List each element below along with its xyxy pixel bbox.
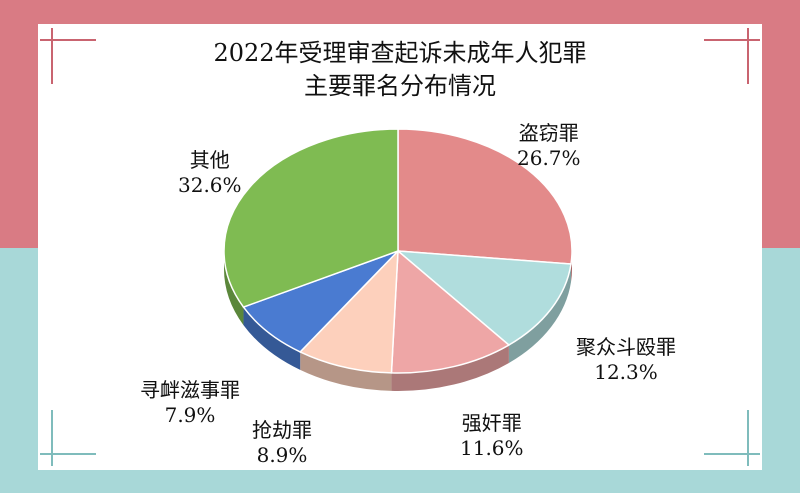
pie-slice-robbery [298,249,399,374]
slice-label-name: 强奸罪 [461,411,522,435]
slice-label-name: 聚众斗殴罪 [576,335,676,359]
slice-label-value: 7.9% [164,403,216,427]
slice-label-theft: 盗窃罪 26.7% [517,121,581,171]
slice-label-name: 盗窃罪 [518,121,579,145]
pie-side-other [224,251,244,326]
chart-title-line-1: 2022年受理审查起诉未成年人犯罪 [213,39,587,67]
pie-slice-other [223,128,399,308]
slice-label-name: 其他 [189,148,230,172]
pie-slice-theft [397,128,573,265]
corner-ornament [40,410,96,466]
slice-label-value: 12.3% [594,360,658,384]
slice-label-name: 寻衅滋事罪 [140,378,240,402]
slice-label-value: 11.6% [460,436,524,460]
pie-slice-affray [395,250,572,346]
slice-label-value: 26.7% [517,146,581,170]
slice-label-affray: 聚众斗殴罪 12.3% [576,335,676,385]
pie-slice-rape [390,249,511,374]
slice-label-value: 8.9% [256,443,308,467]
corner-ornament [704,28,760,84]
corner-ornament [40,28,96,84]
slice-label-value: 32.6% [178,173,242,197]
slice-label-robbery: 抢劫罪 8.9% [252,418,312,468]
chart-title-line-2: 主要罪名分布情况 [304,72,496,100]
slice-label-rape: 强奸罪 11.6% [460,411,524,461]
slice-label-provocation: 寻衅滋事罪 7.9% [140,378,240,428]
pie-side-affray [508,264,572,364]
slice-label-other: 其他 32.6% [178,148,242,198]
corner-ornament [704,410,760,466]
pie-side-provocation [243,307,301,370]
slice-label-name: 抢劫罪 [252,418,312,442]
